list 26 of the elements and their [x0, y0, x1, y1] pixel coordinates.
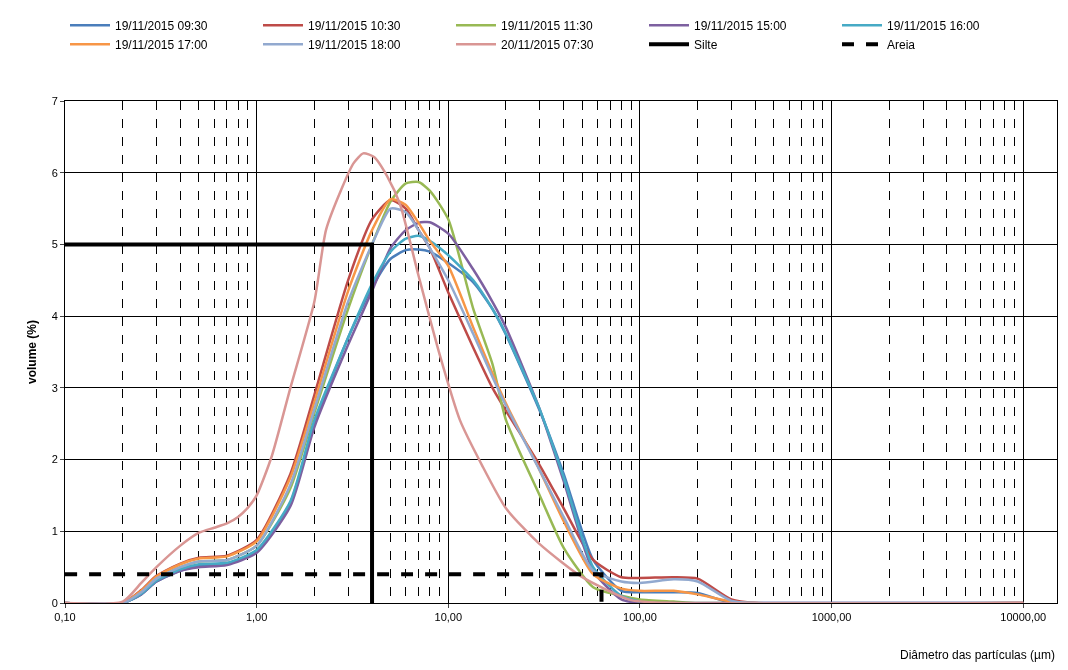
y-tick-label: 1 [51, 525, 58, 538]
legend-label: 19/11/2015 15:00 [694, 18, 787, 33]
legend-label: 19/11/2015 17:00 [115, 37, 208, 52]
x-axis-title: Diâmetro das partículas (µm) [900, 648, 1055, 662]
x-tick-label: 10,00 [434, 611, 463, 624]
legend-label: 19/11/2015 18:00 [308, 37, 401, 52]
y-tick-label: 0 [51, 596, 58, 609]
x-tick-label: 1000,00 [811, 611, 852, 624]
x-tick-label: 0,10 [54, 611, 76, 624]
legend-label: 19/11/2015 09:30 [115, 18, 208, 33]
legend-label: Areia [887, 37, 916, 52]
y-axis-title: volume (%) [24, 319, 39, 385]
y-tick-label: 4 [51, 309, 58, 322]
y-tick-label: 2 [51, 453, 58, 466]
x-tick-label: 100,00 [623, 611, 657, 624]
legend-label: 19/11/2015 16:00 [887, 18, 980, 33]
y-tick-label: 6 [51, 166, 58, 179]
x-tick-label: 1,00 [245, 611, 268, 624]
y-tick-label: 7 [51, 94, 58, 107]
legend-label: 20/11/2015 07:30 [501, 37, 594, 52]
x-tick-label: 10000,00 [1000, 611, 1047, 624]
legend-label: 19/11/2015 11:30 [501, 18, 593, 33]
legend-label: 19/11/2015 10:30 [308, 18, 401, 33]
y-tick-label: 5 [51, 238, 58, 251]
legend-label: Silte [694, 37, 718, 52]
y-tick-label: 3 [51, 381, 58, 394]
